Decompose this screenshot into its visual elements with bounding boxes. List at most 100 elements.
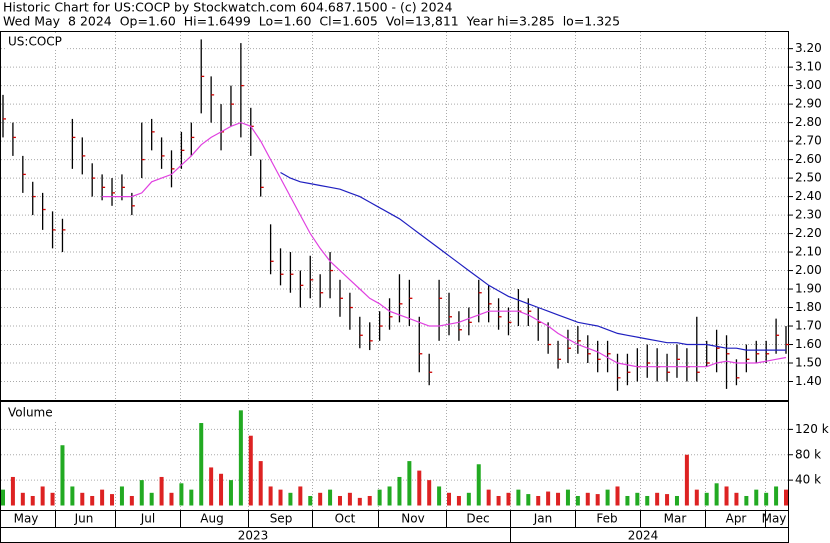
volume-bar — [476, 464, 481, 506]
y-tick-label: 2.00 — [795, 263, 822, 277]
y-tick-label: 3.20 — [795, 41, 822, 55]
volume-bar — [674, 495, 679, 506]
y-tick-label: 3.10 — [795, 60, 822, 74]
x-tick-label: Apr — [726, 512, 747, 526]
volume-bar — [546, 491, 551, 506]
volume-bar — [456, 495, 461, 506]
volume-bar — [347, 492, 352, 506]
volume-bar — [30, 495, 35, 506]
volume-bar — [526, 494, 531, 506]
volume-bar — [447, 492, 452, 506]
x-tick-label: May — [762, 512, 787, 526]
volume-bar — [90, 495, 95, 506]
volume-bar — [774, 486, 779, 506]
volume-bar — [288, 492, 293, 506]
volume-bar — [159, 476, 164, 506]
volume-bar — [387, 486, 392, 506]
x-tick-label: Jun — [74, 512, 94, 526]
volume-bar — [595, 494, 600, 506]
volume-bar — [625, 495, 630, 506]
volume-bar — [684, 454, 689, 506]
x-tick-label: Oct — [335, 512, 356, 526]
volume-bar — [308, 495, 313, 506]
y-tick-label: 1.90 — [795, 282, 822, 296]
y-tick-label: 1.60 — [795, 337, 822, 351]
volume-bar — [80, 492, 85, 506]
volume-bar — [427, 480, 432, 506]
volume-bar — [129, 495, 134, 506]
y-tick-label: 120 k — [795, 422, 829, 436]
year-label: 2024 — [628, 529, 659, 543]
volume-bar — [565, 489, 570, 506]
volume-bar — [734, 492, 739, 506]
volume-bar — [100, 489, 105, 506]
volume-bar — [209, 467, 214, 506]
label-bg — [5, 404, 57, 420]
volume-bar — [605, 489, 610, 506]
volume-bar — [298, 486, 303, 506]
volume-bar — [665, 494, 670, 506]
volume-bar — [219, 473, 224, 506]
volume-bar — [337, 495, 342, 506]
y-tick-label: 2.30 — [795, 208, 822, 222]
y-tick-label: 2.40 — [795, 189, 822, 203]
volume-bar — [248, 435, 253, 506]
y-tick-label: 80 k — [795, 447, 821, 461]
y-tick-label: 1.50 — [795, 356, 822, 370]
y-tick-label: 2.90 — [795, 97, 822, 111]
volume-bar — [258, 461, 263, 506]
volume-bar — [575, 495, 580, 506]
volume-bar — [655, 492, 660, 506]
x-tick-label: Mar — [664, 512, 687, 526]
volume-bar — [397, 476, 402, 506]
volume-bar — [536, 495, 541, 506]
y-tick-label: 2.70 — [795, 134, 822, 148]
volume-bar — [179, 483, 184, 506]
volume-bar — [20, 492, 25, 506]
volume-bar — [417, 470, 422, 506]
year-label: 2023 — [238, 529, 269, 543]
volume-bar — [744, 495, 749, 506]
y-tick-label: 3.00 — [795, 78, 822, 92]
y-tick-label: 2.20 — [795, 226, 822, 240]
volume-bar — [328, 489, 333, 506]
label-bg — [5, 34, 67, 50]
y-tick-label: 40 k — [795, 473, 821, 487]
volume-bar — [506, 492, 511, 506]
volume-bar — [377, 489, 382, 506]
volume-bar — [764, 492, 769, 506]
volume-bar — [199, 423, 204, 506]
y-tick-label: 2.50 — [795, 171, 822, 185]
volume-bar — [139, 480, 144, 506]
volume-bar — [50, 492, 55, 506]
x-tick-label: Dec — [466, 512, 489, 526]
volume-bar — [784, 489, 788, 506]
x-tick-label: May — [14, 512, 39, 526]
volume-bar — [496, 495, 501, 506]
volume-bar — [486, 489, 491, 506]
volume-bar — [714, 483, 719, 506]
y-tick-label: 2.10 — [795, 245, 822, 259]
volume-bar — [278, 489, 283, 506]
volume-bar — [585, 492, 590, 506]
volume-bar — [169, 492, 174, 506]
y-tick-label: 1.70 — [795, 319, 822, 333]
volume-bar — [70, 486, 75, 506]
volume-bar — [615, 486, 620, 506]
volume-bar — [110, 494, 115, 506]
volume-bar — [407, 461, 412, 506]
volume-bar — [754, 489, 759, 506]
y-tick-label: 2.60 — [795, 152, 822, 166]
volume-bar — [318, 492, 323, 506]
volume-bar — [10, 476, 15, 506]
volume-bar — [228, 480, 233, 506]
x-tick-label: Jan — [533, 512, 553, 526]
volume-bar — [694, 489, 699, 506]
y-tick-label: 1.40 — [795, 374, 822, 388]
volume-bar — [645, 495, 650, 506]
moving-average — [280, 171, 786, 351]
volume-bar — [466, 492, 471, 506]
volume-bar — [704, 492, 709, 506]
